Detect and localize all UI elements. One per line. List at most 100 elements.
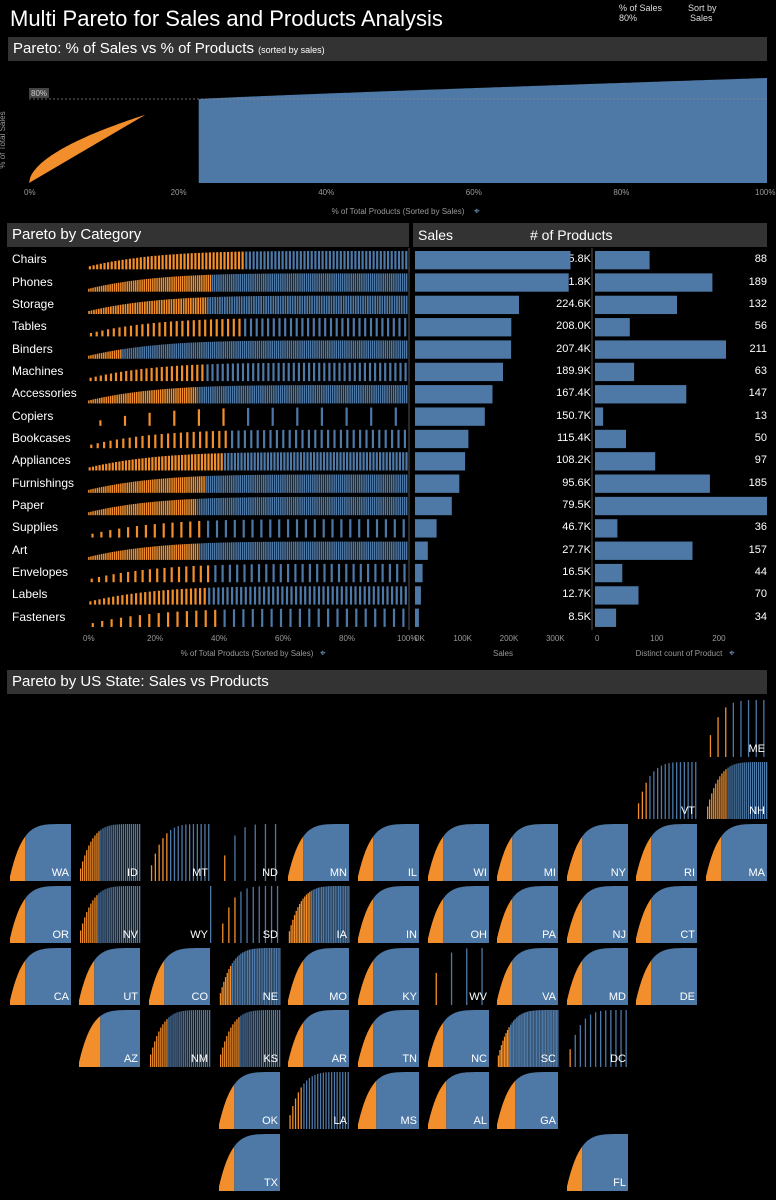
pareto-tick [359, 295, 362, 314]
pareto-tick [147, 256, 150, 270]
state-tick [600, 1011, 602, 1067]
pareto-tick [350, 295, 352, 314]
pareto-tick [301, 429, 304, 449]
sales-percent-control[interactable]: % of Sales 80% [619, 3, 662, 23]
sales-bar [415, 362, 503, 382]
pareto-tick [152, 345, 154, 359]
pareto-tick [238, 318, 241, 337]
state-pareto-header: Pareto by US State: Sales vs Products [7, 670, 767, 694]
products-bar [595, 362, 635, 382]
pareto-tick [209, 542, 212, 560]
products-bar [595, 474, 710, 493]
pareto-tick [311, 295, 313, 314]
pareto-tick [286, 497, 288, 516]
pareto-tick [380, 273, 382, 292]
state-tick [334, 886, 336, 943]
pareto-tick [378, 496, 380, 516]
pareto-tick [112, 328, 115, 337]
state-tick [574, 1034, 576, 1067]
pareto-tick [342, 452, 345, 471]
pareto-tick [118, 394, 121, 404]
pareto-tick [301, 474, 303, 493]
state-tick [763, 700, 765, 757]
state-tick [176, 1012, 178, 1067]
state-tick [228, 969, 230, 1005]
pareto-tick [320, 273, 323, 292]
x-tick-label: 20% [171, 188, 187, 197]
pareto-tick [250, 296, 253, 314]
state-label: NM [190, 1053, 208, 1065]
state-tick [531, 1010, 533, 1067]
pareto-tick [284, 273, 286, 292]
pareto-tick [267, 273, 269, 292]
pareto-tick [294, 564, 297, 583]
state-tile-sd [222, 886, 279, 943]
category-pareto-row [88, 452, 408, 471]
state-tick [158, 844, 160, 881]
pareto-tick [301, 564, 304, 583]
state-tick [181, 825, 183, 881]
pareto-tick [88, 467, 91, 471]
products-bar [595, 340, 726, 359]
pareto-tick [258, 541, 261, 560]
pareto-tick [156, 546, 158, 560]
category-label: Paper [12, 498, 45, 513]
pareto-tick [269, 497, 271, 516]
state-tick [209, 1010, 211, 1067]
pareto-tick [111, 552, 113, 560]
pareto-tick [274, 251, 277, 270]
state-tick [208, 824, 210, 881]
state-tick [170, 829, 172, 881]
pareto-tick [117, 483, 120, 493]
pareto-tick [322, 519, 325, 538]
pareto-tick [162, 545, 165, 560]
pareto-tick [349, 519, 352, 538]
pareto-tick [372, 586, 375, 605]
pareto-tick [314, 273, 316, 292]
pareto-tick [164, 322, 167, 337]
pareto-tick [149, 345, 152, 359]
pareto-tick [199, 275, 201, 292]
pareto-tick [392, 608, 396, 627]
state-area-top [497, 1080, 516, 1129]
pareto-tick [306, 295, 309, 314]
pareto-tick [239, 341, 241, 359]
category-pareto-row [88, 496, 408, 516]
pareto-tick [105, 463, 108, 471]
pareto-tick [287, 362, 290, 382]
sort-by-control[interactable]: Sort by Sales [688, 3, 717, 23]
pareto-tick [122, 438, 125, 449]
state-tick [257, 948, 259, 1005]
pareto-tick [126, 504, 128, 516]
pareto-tick [290, 385, 293, 404]
pareto-tick [382, 496, 384, 516]
sales-bar [415, 295, 519, 315]
pareto-tick [279, 608, 283, 627]
pareto-tick [232, 318, 235, 337]
state-tick [502, 1040, 504, 1067]
products-value-label: 88 [754, 253, 767, 266]
pareto-tick [396, 563, 399, 583]
pareto-tick [307, 541, 310, 560]
pareto-tick [395, 340, 397, 359]
state-tick [266, 1010, 269, 1067]
category-label: Appliances [12, 453, 71, 468]
state-tick [262, 1010, 264, 1067]
pareto-tick [169, 321, 173, 337]
state-tick [717, 779, 719, 819]
pareto-tick [149, 278, 152, 292]
pareto-tick [162, 277, 165, 292]
pareto-tick [386, 541, 389, 560]
pareto-tick [318, 295, 321, 314]
pareto-tick [201, 543, 203, 560]
pareto-tick [316, 563, 319, 583]
state-tick [660, 765, 663, 819]
pareto-tick [171, 477, 173, 493]
state-tile-ms [358, 1072, 419, 1129]
state-tick [753, 762, 756, 819]
pareto-tick [361, 541, 363, 560]
pareto-tick [89, 333, 93, 337]
pareto-tick [354, 496, 357, 516]
pareto-tick [148, 614, 151, 627]
category-pareto-row [89, 318, 407, 337]
